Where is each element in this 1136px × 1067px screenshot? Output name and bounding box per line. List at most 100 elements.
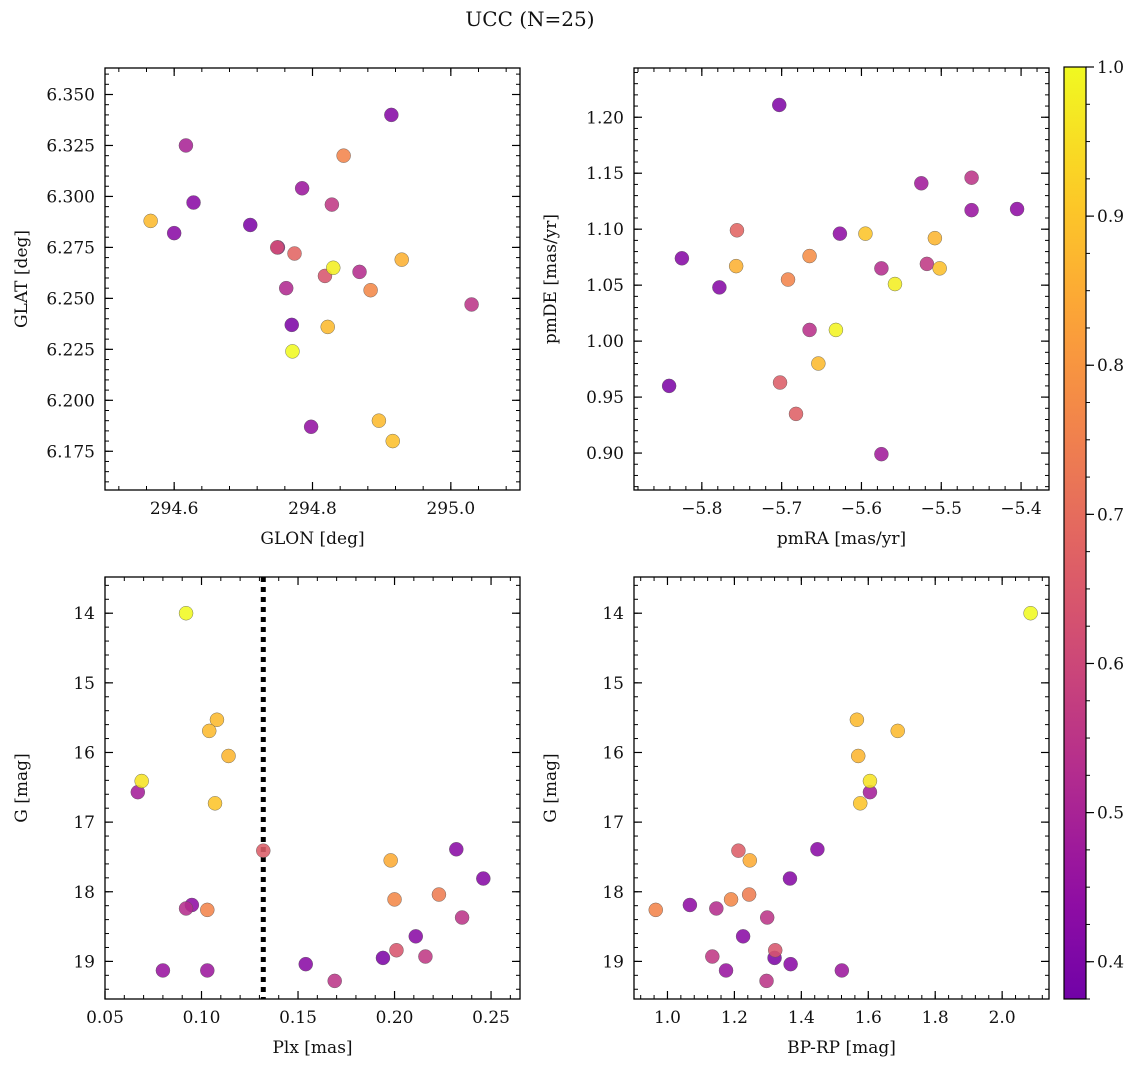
y-tick-label: 0.95 (586, 388, 624, 408)
y-tick-label: 6.300 (46, 187, 95, 207)
data-point (408, 929, 423, 944)
data-point (209, 712, 225, 727)
y-axis-label: G [mag] (12, 753, 32, 822)
data-point (802, 322, 817, 338)
x-axis-label: Plx [mas] (272, 1038, 352, 1058)
plot-frame (633, 67, 1050, 491)
data-point (780, 272, 796, 287)
data-point (178, 606, 194, 621)
data-point (811, 356, 826, 371)
figure-title: UCC (N=25) (465, 7, 594, 31)
data-point (324, 197, 340, 212)
y-tick-label: 1.00 (586, 332, 624, 352)
data-point (143, 213, 158, 229)
data-point (712, 280, 727, 295)
data-point (326, 260, 341, 275)
data-point (964, 170, 979, 185)
data-point (661, 378, 677, 394)
data-point (418, 949, 433, 964)
data-point (832, 226, 848, 241)
data-point (243, 217, 258, 233)
colorbar-tick-label: 0.9 (1097, 207, 1124, 227)
data-point (134, 773, 149, 789)
data-point (287, 246, 302, 261)
data-point (1023, 606, 1038, 621)
x-axis-label: GLON [deg] (260, 529, 364, 549)
y-tick-label: 6.225 (46, 340, 95, 360)
x-tick-label: 0.25 (472, 1008, 510, 1028)
data-point (431, 887, 447, 902)
plot-frame (104, 67, 521, 491)
data-point (759, 973, 774, 989)
data-point (731, 843, 746, 858)
colorbar: 0.4 0.5 0.6 0.7 0.8 0.9 1.0 (1063, 58, 1124, 1000)
data-point (768, 943, 783, 958)
data-point (932, 261, 947, 276)
data-point (464, 297, 479, 312)
y-tick-label: 17 (73, 813, 95, 833)
data-point (166, 225, 182, 241)
x-tick-label: −5.5 (921, 499, 962, 519)
y-tick-label: 1.15 (586, 164, 624, 184)
data-point (178, 901, 194, 916)
x-axis-label: BP-RP [mag] (787, 1038, 896, 1058)
plot-frame (104, 576, 521, 1000)
data-point (919, 256, 935, 272)
y-tick-label: 15 (602, 674, 624, 694)
data-point (384, 107, 399, 123)
colorbar-tick-label: 0.6 (1097, 654, 1124, 674)
data-point (788, 406, 804, 422)
x-tick-label: 0.20 (376, 1008, 414, 1028)
data-point (828, 322, 844, 338)
colorbar-gradient (1063, 66, 1087, 1000)
data-point (387, 892, 402, 907)
data-point (352, 264, 367, 280)
data-point (371, 413, 387, 428)
plot-frame (633, 576, 1050, 1000)
x-tick-label: 295.0 (426, 499, 475, 519)
data-point (303, 419, 319, 435)
data-point (375, 950, 391, 966)
data-point (327, 973, 342, 989)
colorbar-tick-label: 0.4 (1097, 953, 1124, 973)
data-point (783, 956, 798, 972)
y-tick-label: 6.200 (46, 391, 95, 411)
x-tick-label: 1.8 (922, 1008, 949, 1028)
colorbar-tick-label: 1.0 (1097, 58, 1124, 78)
x-tick-label: −5.6 (841, 499, 882, 519)
data-point (851, 748, 866, 764)
data-point (782, 871, 798, 886)
data-point (810, 842, 825, 857)
y-tick-label: 14 (73, 604, 95, 624)
data-point (772, 375, 788, 390)
y-tick-label: 19 (73, 952, 95, 972)
data-point (890, 723, 905, 739)
data-point (1009, 201, 1025, 217)
y-tick-label: 18 (602, 883, 624, 903)
data-point (674, 251, 690, 266)
y-tick-label: 6.350 (46, 86, 95, 106)
data-point (887, 276, 903, 292)
y-tick-label: 6.250 (46, 289, 95, 309)
x-tick-label: 1.4 (788, 1008, 815, 1028)
panel-3: 0.05 0.10 0.15 0.20 0.25 14 15 16 17 18 19 Plx [mas… (12, 576, 521, 1058)
data-point (285, 344, 300, 359)
y-tick-label: 0.90 (586, 444, 624, 464)
y-tick-label: 17 (602, 813, 624, 833)
data-point (735, 929, 751, 944)
y-tick-label: 1.05 (586, 276, 624, 296)
y-tick-label: 6.175 (46, 442, 95, 462)
panel-2: −5.8 −5.7 −5.6 −5.5 −5.4 0.90 0.95 1.00 1.05 1.10… (541, 67, 1050, 549)
data-point (927, 230, 943, 246)
panel-4: 1.0 1.2 1.4 1.6 1.8 2.0 14 15 16 17 18 19 BP-RP [mag… (541, 576, 1050, 1058)
data-point (728, 258, 744, 274)
colorbar-tick-label: 0.5 (1097, 804, 1124, 824)
x-tick-label: 0.15 (279, 1008, 317, 1028)
data-point (394, 252, 409, 267)
y-tick-label: 16 (602, 743, 624, 763)
data-point (964, 202, 979, 218)
x-tick-label: −5.7 (761, 499, 802, 519)
y-axis-label: pmDE [mas/yr] (541, 214, 561, 344)
data-point (385, 433, 400, 449)
